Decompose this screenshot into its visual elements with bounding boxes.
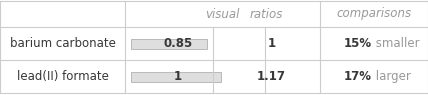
Text: 0.85: 0.85 bbox=[163, 37, 193, 50]
Text: 15%: 15% bbox=[344, 37, 372, 50]
Text: 1: 1 bbox=[268, 37, 276, 50]
Text: larger: larger bbox=[372, 70, 411, 83]
Text: lead(II) formate: lead(II) formate bbox=[17, 70, 108, 83]
Text: visual: visual bbox=[205, 8, 240, 21]
Text: smaller: smaller bbox=[372, 37, 419, 50]
Text: comparisons: comparisons bbox=[336, 8, 412, 21]
Text: 17%: 17% bbox=[344, 70, 372, 83]
FancyBboxPatch shape bbox=[131, 72, 221, 82]
Text: 1: 1 bbox=[174, 70, 182, 83]
Text: 1.17: 1.17 bbox=[257, 70, 286, 83]
Text: ratios: ratios bbox=[250, 8, 283, 21]
FancyBboxPatch shape bbox=[131, 38, 208, 49]
Text: barium carbonate: barium carbonate bbox=[9, 37, 116, 50]
